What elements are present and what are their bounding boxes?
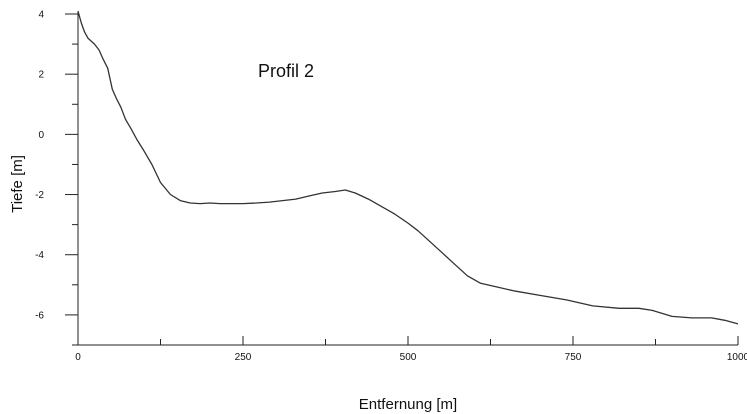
x-tick-label: 250: [235, 352, 252, 363]
x-tick-label: 1000: [727, 352, 747, 363]
ticks: [65, 13, 739, 346]
x-tick-label: 500: [400, 352, 417, 363]
chart-title: Profil 2: [258, 61, 314, 81]
x-tick-label: 750: [565, 352, 582, 363]
y-tick-label: -4: [35, 250, 44, 261]
tick-labels: -6 -4 -2 0 2 4 0 250 500 750 1000: [35, 10, 747, 364]
x-tick-label: 0: [75, 352, 81, 363]
y-tick-label: -6: [35, 310, 44, 321]
y-tick-label: -2: [35, 190, 44, 201]
y-tick-label: 0: [38, 130, 44, 141]
y-tick-label: 2: [38, 70, 44, 81]
profile-line: [77, 10, 739, 325]
y-axis-title: Tiefe [m]: [9, 155, 26, 213]
series: [77, 10, 739, 325]
axes: [77, 12, 738, 346]
x-axis-title: Entfernung [m]: [359, 396, 457, 413]
y-tick-label: 4: [38, 10, 44, 21]
